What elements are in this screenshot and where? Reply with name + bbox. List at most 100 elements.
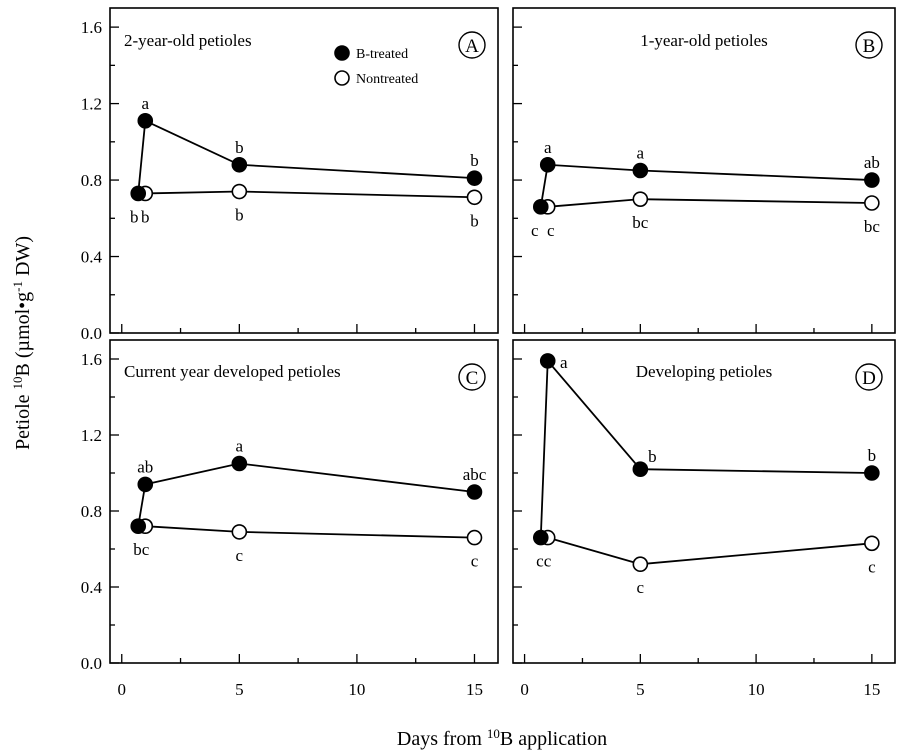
significance-label: bc: [864, 217, 881, 236]
significance-label: c: [637, 578, 645, 597]
data-point-nontreated: [632, 556, 649, 573]
data-point-b-treated: [532, 529, 549, 546]
significance-label: b: [141, 207, 150, 226]
panel-letter: D: [862, 368, 876, 389]
legend-marker: [334, 70, 350, 86]
y-axis-title: Petiole 10B (µmol•g-1 DW): [10, 236, 34, 450]
significance-label: b: [130, 207, 139, 226]
significance-label: cc: [536, 552, 552, 571]
significance-label: ab: [137, 457, 153, 476]
significance-label: b: [648, 447, 657, 466]
x-tick-label: 5: [636, 680, 645, 699]
data-point-b-treated: [632, 162, 649, 179]
panel-title: 1-year-old petioles: [640, 31, 768, 50]
data-point-b-treated: [864, 465, 880, 481]
significance-label: ab: [864, 153, 880, 172]
panel-letter: C: [466, 368, 479, 389]
panel-a: 0.00.40.81.21.62-year-old petioles Ababbb…: [81, 7, 499, 343]
data-point-b-treated: [532, 199, 549, 215]
panel-letter: B: [863, 36, 876, 57]
data-point-b-treated: [864, 172, 880, 188]
data-point-nontreated: [231, 183, 248, 200]
significance-label: abc: [463, 465, 487, 484]
data-point-b-treated: [466, 170, 483, 186]
panel-letter: A: [465, 36, 479, 57]
series-line-nontreated: [145, 190, 475, 199]
y-tick-label: 1.2: [81, 426, 102, 445]
panel-title: 2-year-old petioles: [124, 31, 252, 50]
series-line-nontreated: [547, 198, 872, 208]
data-point-nontreated: [466, 529, 483, 546]
x-tick-label: 0: [520, 680, 529, 699]
significance-label: a: [637, 144, 645, 163]
data-point-b-treated: [466, 484, 483, 500]
x-tick-label: 0: [118, 680, 127, 699]
series-line-nontreated: [145, 525, 475, 539]
panel-title: Developing petioles: [636, 362, 772, 381]
x-axis-title: Days from 10B application: [397, 726, 607, 750]
panel-letter-circle: [458, 31, 486, 59]
panel-letter-circle: [855, 363, 883, 391]
panel-title: Current year developed petioles: [124, 362, 341, 381]
data-point-b-treated: [231, 455, 248, 472]
y-tick-label: 1.2: [81, 95, 102, 114]
y-tick-label: 0.4: [81, 578, 103, 597]
x-tick-label: 5: [235, 680, 244, 699]
y-tick-label: 1.6: [81, 18, 102, 37]
y-tick-label: 0.0: [81, 654, 102, 673]
significance-label: b: [470, 211, 479, 230]
data-point-b-treated: [130, 518, 147, 535]
significance-label: a: [236, 437, 244, 456]
series-line-b-treated: [137, 119, 475, 194]
panel-frame: [512, 7, 896, 334]
significance-label: c: [868, 557, 876, 576]
legend-label: Nontreated: [356, 72, 418, 87]
significance-label: b: [470, 151, 479, 170]
data-point-b-treated: [137, 476, 154, 493]
significance-label: c: [531, 221, 539, 240]
significance-label: a: [560, 353, 568, 372]
data-point-nontreated: [864, 535, 880, 552]
series-line-b-treated: [539, 358, 872, 538]
panel-frame: [109, 339, 499, 664]
significance-label: c: [547, 221, 555, 240]
panel-c: 0.0 0.4 0.8 1.2 1.6 0 5 10 15 Current year develo…: [81, 339, 499, 699]
x-tick-label: 10: [348, 680, 365, 699]
y-tick-label: 1.6: [81, 350, 102, 369]
legend-marker: [334, 45, 350, 61]
x-tick-label: 15: [863, 680, 880, 699]
panel-letter-circle: [458, 363, 486, 391]
data-point-nontreated: [632, 191, 649, 207]
panel-frame: [109, 7, 499, 334]
data-point-nontreated: [231, 524, 248, 540]
x-tick-label: 10: [748, 680, 765, 699]
data-point-b-treated: [130, 185, 147, 202]
panels: 0.00.40.81.21.62-year-old petioles Ababbb…: [81, 7, 896, 699]
y-tick-label: 0.0: [81, 324, 102, 343]
data-point-b-treated: [231, 156, 248, 173]
data-point-b-treated: [539, 353, 556, 369]
significance-label: a: [141, 94, 149, 113]
significance-label: c: [236, 546, 244, 565]
significance-label: a: [544, 138, 552, 157]
y-tick-label: 0.8: [81, 171, 102, 190]
data-point-nontreated: [864, 195, 880, 211]
y-tick-label: 0.8: [81, 502, 102, 521]
data-point-b-treated: [137, 112, 154, 129]
legend-label: B-treated: [356, 47, 408, 62]
series-line-b-treated: [137, 462, 475, 527]
y-tick-label: 0.4: [81, 248, 103, 267]
significance-label: c: [471, 552, 479, 571]
data-point-b-treated: [539, 156, 556, 173]
panel-frame: [512, 339, 896, 664]
series-line-b-treated: [539, 163, 872, 207]
significance-label: bc: [632, 213, 649, 232]
series-line-nontreated: [547, 536, 872, 566]
significance-label: b: [235, 138, 244, 157]
panel-b: 1-year-old petioles Bc a a ab c bc bc: [512, 7, 896, 334]
x-tick-label: 15: [466, 680, 483, 699]
significance-label: bc: [133, 540, 150, 559]
panel-letter-circle: [855, 31, 883, 59]
data-point-nontreated: [466, 189, 483, 206]
significance-label: b: [868, 446, 877, 465]
